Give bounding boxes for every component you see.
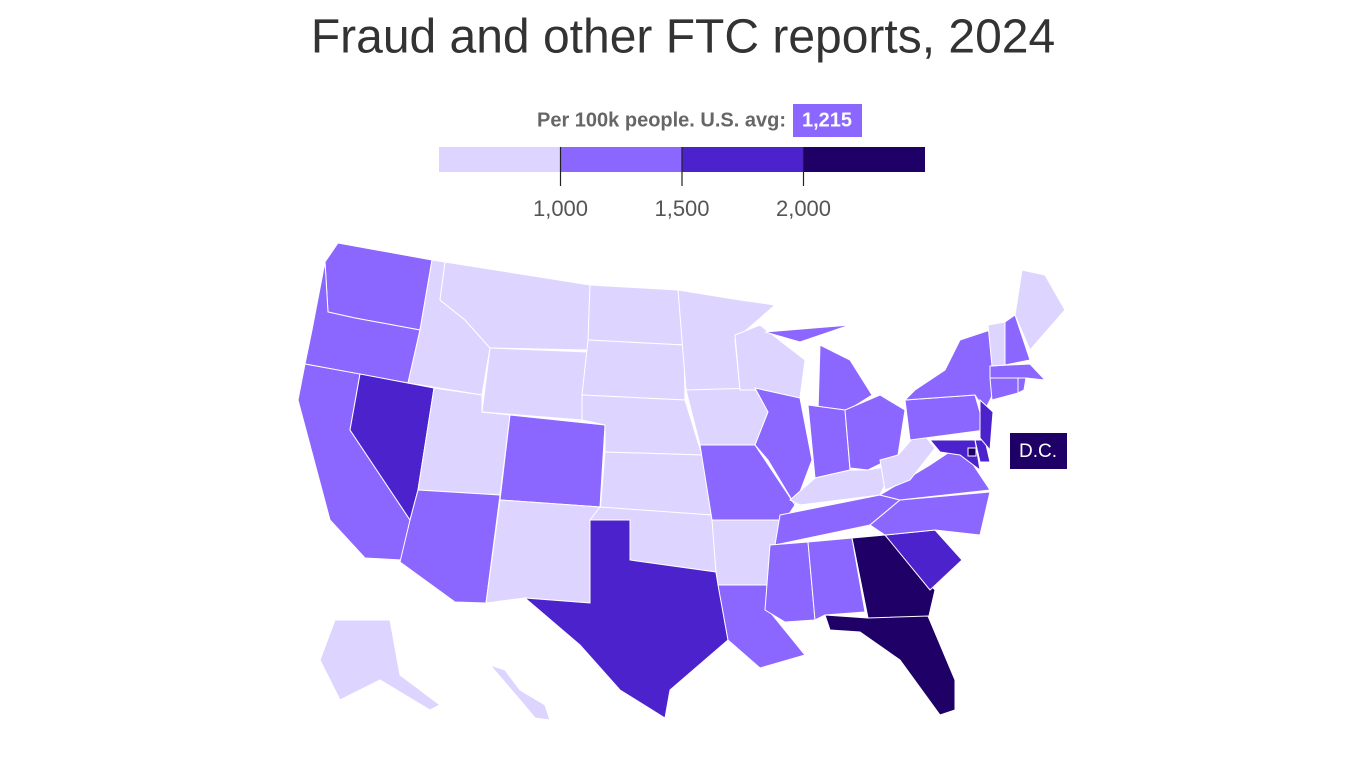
region — [807, 404, 851, 479]
legend-bin — [682, 147, 804, 172]
chart-title: Fraud and other FTC reports, 2024 — [311, 11, 1055, 64]
region — [1004, 314, 1031, 366]
region — [979, 398, 994, 452]
region — [904, 394, 986, 441]
region — [499, 414, 606, 508]
annotation: D.C. — [1019, 441, 1057, 462]
legend-tick-label: 1,500 — [654, 196, 709, 221]
region — [581, 339, 686, 401]
region — [399, 489, 501, 604]
legend-bin — [803, 147, 925, 172]
region — [851, 534, 936, 621]
region — [485, 499, 601, 604]
region — [1017, 375, 1027, 394]
region — [754, 387, 813, 507]
region — [878, 444, 991, 501]
region — [879, 429, 936, 491]
annotation-box — [1010, 433, 1067, 469]
region — [319, 619, 441, 711]
legend-bin — [439, 147, 561, 172]
region — [685, 387, 769, 446]
legend-tick-label: 1,000 — [533, 196, 588, 221]
average-label: 1,215 — [802, 109, 852, 131]
region — [587, 284, 685, 346]
region — [824, 614, 956, 716]
region — [481, 347, 589, 421]
region — [989, 375, 1019, 401]
region — [488, 663, 551, 721]
average-badge — [793, 104, 862, 137]
region — [967, 447, 977, 457]
region — [523, 519, 729, 719]
region — [764, 324, 873, 413]
legend-bin — [560, 147, 682, 172]
region — [989, 363, 1047, 381]
region — [1014, 269, 1066, 351]
region — [599, 451, 713, 516]
region — [764, 541, 816, 623]
legend-tick-label: 2,000 — [776, 196, 831, 221]
region — [807, 537, 866, 621]
subtitle: Per 100k people. U.S. avg: — [537, 109, 786, 131]
